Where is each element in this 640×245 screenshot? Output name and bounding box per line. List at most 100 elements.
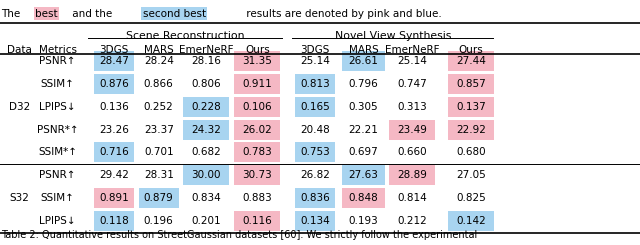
Bar [295,142,335,162]
Text: PSNR*↑: PSNR*↑ [36,125,79,135]
Text: 28.31: 28.31 [144,170,173,180]
Text: 0.136: 0.136 [99,102,129,112]
Text: 26.61: 26.61 [349,56,378,66]
Bar [234,74,280,94]
Text: 28.89: 28.89 [397,170,427,180]
Text: 0.701: 0.701 [144,147,173,157]
Text: LPIPS↓: LPIPS↓ [39,216,76,226]
Text: 0.252: 0.252 [144,102,173,112]
Text: 0.813: 0.813 [300,79,330,89]
Text: PSNR↑: PSNR↑ [39,56,76,66]
Text: 0.753: 0.753 [300,147,330,157]
Bar [234,165,280,185]
Text: 3DGS: 3DGS [99,45,129,55]
Text: 0.193: 0.193 [349,216,378,226]
Bar [342,51,385,71]
Text: 0.118: 0.118 [99,216,129,226]
Text: 0.814: 0.814 [397,193,427,203]
Text: 0.106: 0.106 [243,102,272,112]
Bar [94,188,134,208]
Text: 29.42: 29.42 [99,170,129,180]
Text: LPIPS↓: LPIPS↓ [39,102,76,112]
Text: second best: second best [143,9,205,19]
Text: Metrics: Metrics [38,45,77,55]
Text: EmerNeRF: EmerNeRF [385,45,440,55]
Text: 0.911: 0.911 [243,79,272,89]
Text: 24.32: 24.32 [191,125,221,135]
Text: 0.836: 0.836 [300,193,330,203]
Bar [234,97,280,117]
Bar [183,165,229,185]
Text: Table 2: Quantitative results on StreetGaussian datasets [60]. We strictly follo: Table 2: Quantitative results on StreetG… [1,230,477,240]
Bar [295,188,335,208]
Text: MARS: MARS [349,45,378,55]
Bar [94,211,134,231]
Text: 0.680: 0.680 [456,147,486,157]
Text: 20.48: 20.48 [300,125,330,135]
Text: 3DGS: 3DGS [300,45,330,55]
Text: 0.796: 0.796 [349,79,378,89]
Text: 31.35: 31.35 [243,56,272,66]
Text: 0.697: 0.697 [349,147,378,157]
Text: 0.806: 0.806 [191,79,221,89]
Text: EmerNeRF: EmerNeRF [179,45,234,55]
Text: 0.142: 0.142 [456,216,486,226]
Bar [448,51,494,71]
Text: Ours: Ours [245,45,269,55]
Text: 26.82: 26.82 [300,170,330,180]
Text: Scene Reconstruction: Scene Reconstruction [126,31,245,41]
Text: 23.37: 23.37 [144,125,173,135]
Text: 28.16: 28.16 [191,56,221,66]
Text: S32: S32 [9,193,29,203]
Text: 22.92: 22.92 [456,125,486,135]
Text: 0.165: 0.165 [300,102,330,112]
Text: 25.14: 25.14 [300,56,330,66]
Bar [448,74,494,94]
Text: 0.848: 0.848 [349,193,378,203]
Text: 0.783: 0.783 [243,147,272,157]
Bar [295,211,335,231]
Text: Ours: Ours [459,45,483,55]
Bar [448,120,494,140]
Text: D32: D32 [8,102,30,112]
Text: 0.883: 0.883 [243,193,272,203]
Text: 0.313: 0.313 [397,102,427,112]
Bar [94,51,134,71]
Text: 0.196: 0.196 [144,216,173,226]
Bar [183,97,229,117]
Text: SSIM↑: SSIM↑ [41,79,74,89]
Text: 0.137: 0.137 [456,102,486,112]
Bar [139,188,179,208]
Text: 0.876: 0.876 [99,79,129,89]
Bar [234,142,280,162]
Bar [94,74,134,94]
Text: 0.834: 0.834 [191,193,221,203]
Text: 26.02: 26.02 [243,125,272,135]
Text: 0.201: 0.201 [191,216,221,226]
Bar [234,120,280,140]
Text: 28.47: 28.47 [99,56,129,66]
Text: and the: and the [69,9,116,19]
Text: PSNR↑: PSNR↑ [39,170,76,180]
Bar [295,74,335,94]
Bar [234,51,280,71]
Bar [389,120,435,140]
Bar [389,165,435,185]
Bar [234,211,280,231]
Text: 0.891: 0.891 [99,193,129,203]
Text: 27.63: 27.63 [349,170,378,180]
Text: 0.682: 0.682 [191,147,221,157]
Text: 0.747: 0.747 [397,79,427,89]
Text: Novel View Synthesis: Novel View Synthesis [335,31,451,41]
Text: 27.05: 27.05 [456,170,486,180]
Text: SSIM↑: SSIM↑ [41,193,74,203]
Text: MARS: MARS [144,45,173,55]
Bar [448,97,494,117]
Text: 30.73: 30.73 [243,170,272,180]
Text: SSIM*↑: SSIM*↑ [38,147,77,157]
Text: 0.660: 0.660 [397,147,427,157]
Text: 0.825: 0.825 [456,193,486,203]
Text: best: best [35,9,58,19]
Text: 23.49: 23.49 [397,125,427,135]
Text: 0.857: 0.857 [456,79,486,89]
